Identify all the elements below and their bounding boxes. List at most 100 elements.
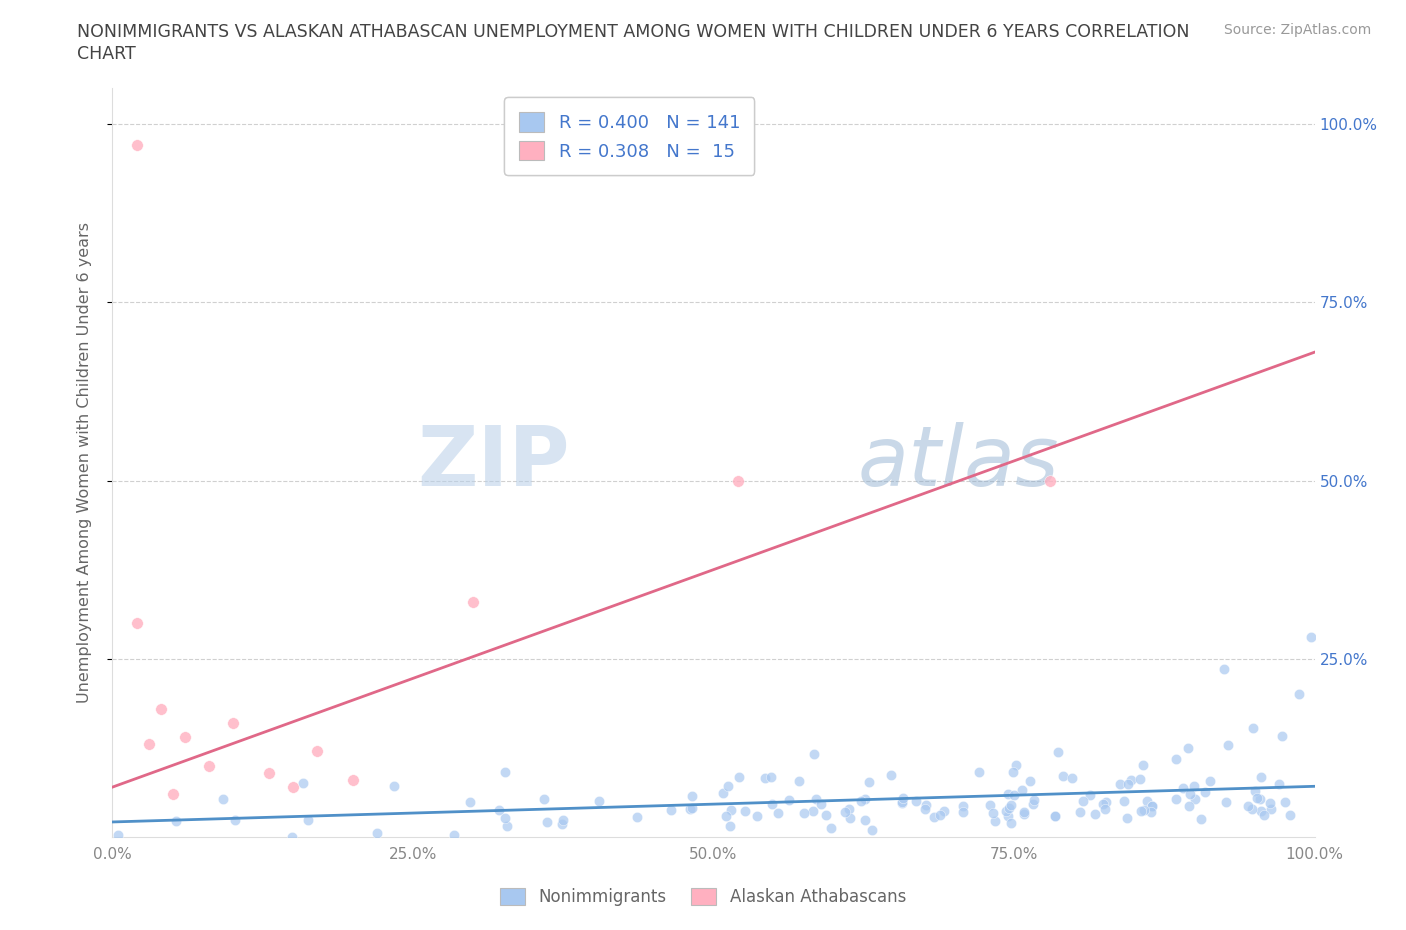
Point: [551, 817, 574, 831]
Point: [717, 779, 740, 794]
Point: [1178, 786, 1201, 801]
Point: [720, 803, 742, 817]
Point: [718, 818, 741, 833]
Point: [1189, 812, 1212, 827]
Point: [890, 796, 912, 811]
Point: [1119, 773, 1142, 788]
Point: [997, 808, 1019, 823]
Point: [1136, 793, 1159, 808]
Point: [915, 798, 938, 813]
Point: [1177, 741, 1199, 756]
Point: [1012, 806, 1035, 821]
Point: [952, 798, 974, 813]
Point: [382, 779, 405, 794]
Point: [222, 715, 245, 730]
Point: [858, 775, 880, 790]
Point: [1132, 758, 1154, 773]
Point: [714, 808, 737, 823]
Point: [494, 764, 516, 779]
Point: [849, 793, 872, 808]
Point: [1140, 804, 1163, 819]
Point: [588, 793, 610, 808]
Point: [1060, 771, 1083, 786]
Point: [1250, 804, 1272, 818]
Point: [1039, 473, 1062, 488]
Point: [1240, 802, 1263, 817]
Point: [981, 805, 1004, 820]
Point: [1246, 790, 1268, 805]
Point: [997, 787, 1019, 802]
Point: [1116, 777, 1139, 792]
Point: [1194, 785, 1216, 800]
Point: [1002, 764, 1025, 779]
Point: [1069, 804, 1091, 819]
Point: [297, 812, 319, 827]
Point: [838, 811, 860, 826]
Point: [1299, 630, 1322, 644]
Point: [761, 769, 783, 784]
Point: [626, 810, 648, 825]
Point: [924, 810, 946, 825]
Point: [281, 830, 304, 844]
Point: [536, 815, 558, 830]
Point: [1243, 783, 1265, 798]
Point: [1133, 803, 1156, 817]
Point: [443, 828, 465, 843]
Legend: Nonimmigrants, Alaskan Athabascans: Nonimmigrants, Alaskan Athabascans: [494, 881, 912, 912]
Text: Source: ZipAtlas.com: Source: ZipAtlas.com: [1223, 23, 1371, 37]
Point: [778, 792, 800, 807]
Point: [1094, 801, 1116, 816]
Point: [754, 770, 776, 785]
Point: [1236, 799, 1258, 814]
Point: [1199, 774, 1222, 789]
Point: [107, 828, 129, 843]
Point: [1253, 808, 1275, 823]
Point: [1241, 721, 1264, 736]
Point: [1011, 783, 1033, 798]
Point: [494, 810, 516, 825]
Point: [488, 803, 510, 817]
Point: [1073, 793, 1095, 808]
Point: [1140, 799, 1163, 814]
Point: [914, 802, 936, 817]
Point: [1043, 808, 1066, 823]
Point: [1218, 737, 1240, 752]
Point: [834, 804, 856, 819]
Point: [1212, 661, 1234, 676]
Point: [1288, 687, 1310, 702]
Point: [853, 813, 876, 828]
Point: [801, 804, 824, 818]
Point: [728, 769, 751, 784]
Point: [1094, 794, 1116, 809]
Point: [125, 616, 148, 631]
Point: [1115, 811, 1137, 826]
Point: [1250, 769, 1272, 784]
Point: [366, 826, 388, 841]
Point: [891, 791, 914, 806]
Point: [149, 701, 172, 716]
Point: [1129, 772, 1152, 787]
Point: [224, 813, 246, 828]
Point: [969, 764, 991, 779]
Point: [533, 791, 555, 806]
Point: [1164, 791, 1187, 806]
Point: [305, 744, 328, 759]
Point: [820, 820, 842, 835]
Point: [806, 791, 828, 806]
Text: ZIP: ZIP: [416, 422, 569, 503]
Point: [838, 802, 860, 817]
Y-axis label: Unemployment Among Women with Children Under 6 years: Unemployment Among Women with Children U…: [77, 222, 91, 703]
Point: [1268, 777, 1291, 791]
Point: [803, 747, 825, 762]
Point: [1018, 774, 1040, 789]
Point: [727, 473, 749, 488]
Point: [766, 806, 789, 821]
Text: NONIMMIGRANTS VS ALASKAN ATHABASCAN UNEMPLOYMENT AMONG WOMEN WITH CHILDREN UNDER: NONIMMIGRANTS VS ALASKAN ATHABASCAN UNEM…: [77, 23, 1189, 41]
Point: [138, 737, 160, 751]
Point: [1109, 777, 1132, 791]
Point: [994, 804, 1017, 818]
Point: [281, 779, 304, 794]
Point: [1005, 757, 1028, 772]
Point: [929, 807, 952, 822]
Point: [1184, 791, 1206, 806]
